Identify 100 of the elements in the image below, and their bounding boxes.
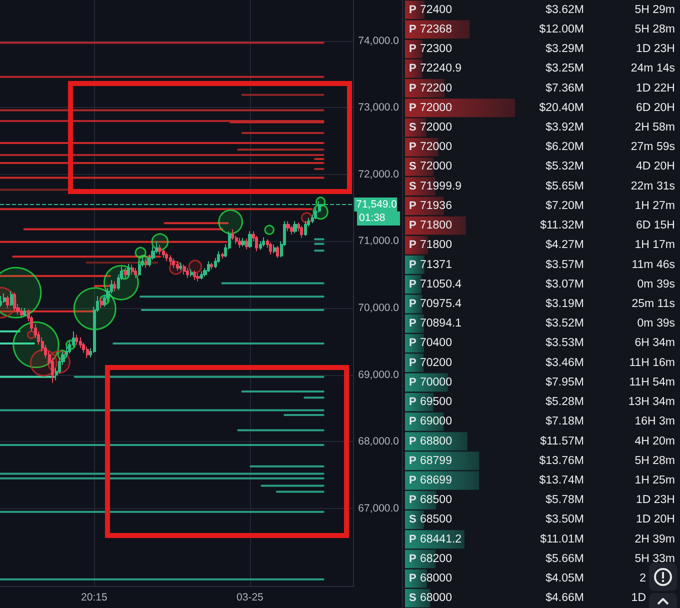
y-tick-label: S 72000 bbox=[409, 160, 452, 173]
text: 27m 59s bbox=[630, 141, 676, 154]
data-label: $11.01M bbox=[540, 533, 584, 546]
data-label: $5.66M bbox=[546, 552, 584, 565]
data-label: $3.46M bbox=[546, 356, 584, 369]
data-label: $5.65M bbox=[546, 180, 584, 192]
text: 5H 33m bbox=[634, 552, 675, 565]
y-tick-label: P 72240.9 bbox=[409, 62, 462, 75]
text: 6D 15H bbox=[636, 220, 675, 232]
y-tick-label: P 72000 bbox=[409, 141, 452, 154]
data-label: $3.25M bbox=[546, 62, 584, 75]
y-tick-label: P 68441.2 bbox=[409, 533, 462, 546]
text: 5H 28m bbox=[634, 23, 675, 36]
text: 6H 34m bbox=[634, 337, 675, 350]
y-tick-label: P 72368 bbox=[409, 23, 452, 36]
y-tick-label: P 69500 bbox=[409, 396, 452, 408]
y-tick-label: S 68000 bbox=[409, 592, 452, 604]
data-label: $20.40M bbox=[539, 102, 584, 114]
y-tick-label: P 69000 bbox=[409, 416, 452, 428]
text: 1H 25m bbox=[634, 474, 675, 487]
data-label: $3.07M bbox=[546, 278, 584, 290]
x-tick-label: 20:15 bbox=[81, 592, 108, 604]
y-tick-label: 67,000.0 bbox=[358, 502, 400, 514]
data-label: $4.27M bbox=[546, 239, 584, 252]
text: 0m 39s bbox=[637, 318, 676, 330]
text: 25m 11s bbox=[632, 298, 676, 310]
text: 5H 29m bbox=[634, 4, 675, 16]
data-label: $3.19M bbox=[546, 298, 584, 310]
y-tick-label: P 68800 bbox=[409, 435, 452, 448]
text: 22m 31s bbox=[630, 180, 676, 192]
y-tick-label: P 72000 bbox=[409, 102, 452, 114]
data-label: $11.32M bbox=[540, 220, 584, 232]
y-tick-label: P 72300 bbox=[409, 43, 452, 56]
y-tick-label: 71,000.0 bbox=[358, 235, 400, 248]
data-label: $3.92M bbox=[546, 121, 584, 134]
y-tick-label: P 70200 bbox=[409, 356, 452, 369]
data-label: $3.52M bbox=[546, 318, 584, 330]
y-tick-label: 70,000.0 bbox=[358, 302, 400, 314]
ref-line-label: 71,549.0 bbox=[356, 198, 398, 211]
text: 6D 20H bbox=[636, 102, 675, 114]
y-tick-label: 69,000.0 bbox=[358, 368, 400, 381]
y-tick-label: P 71050.4 bbox=[409, 278, 462, 290]
text: 13H 34m bbox=[628, 396, 675, 408]
text: 16H 3m bbox=[634, 416, 675, 428]
data-label: $3.62M bbox=[546, 4, 584, 16]
y-tick-label: P 71800 bbox=[409, 239, 452, 252]
y-tick-label: S 71999.9 bbox=[409, 180, 462, 192]
y-tick-label: P 68200 bbox=[409, 552, 452, 565]
text: 01:38 bbox=[359, 212, 386, 224]
data-label: $4.05M bbox=[546, 572, 584, 585]
y-tick-label: P 68500 bbox=[409, 494, 452, 506]
data-label: $13.76M bbox=[539, 454, 584, 467]
y-tick-label: P 72200 bbox=[409, 82, 452, 94]
y-tick-label: 72,000.0 bbox=[358, 168, 400, 180]
data-label: $7.20M bbox=[546, 200, 584, 212]
text: 1D 23H bbox=[636, 494, 675, 506]
text: 11m 46s bbox=[632, 258, 676, 271]
y-tick-label: P 70975.4 bbox=[409, 298, 462, 310]
text: 0m 39s bbox=[637, 278, 676, 290]
data-label: $5.32M bbox=[546, 160, 584, 173]
y-tick-label: P 68000 bbox=[409, 572, 452, 585]
data-label: $12.00M bbox=[539, 23, 584, 36]
data-label: $11.57M bbox=[540, 435, 584, 448]
data-label: $3.29M bbox=[546, 43, 584, 56]
data-label: $7.18M bbox=[546, 416, 584, 428]
y-tick-label: S 68500 bbox=[409, 514, 452, 526]
text: 1H 17m bbox=[634, 239, 675, 252]
text: 4D 20H bbox=[636, 160, 675, 173]
text: 24m 14s bbox=[630, 62, 676, 75]
text: 1H 27m bbox=[634, 200, 675, 212]
data-label: $5.28M bbox=[546, 396, 584, 408]
data-label: $5.78M bbox=[546, 494, 584, 506]
text: 1D 20H bbox=[636, 514, 675, 526]
y-tick-label: P 68699 bbox=[409, 474, 452, 487]
text: 11H 54m bbox=[629, 376, 675, 388]
text: 4H 20m bbox=[634, 435, 675, 448]
y-tick-label: P 72400 bbox=[409, 4, 452, 16]
text: 2H 39m bbox=[634, 533, 675, 546]
data-label: $3.50M bbox=[546, 514, 584, 526]
data-label: $3.53M bbox=[546, 337, 584, 350]
y-tick-label: P 68799 bbox=[409, 454, 452, 467]
text: 5H 28m bbox=[634, 454, 675, 467]
data-label: $7.36M bbox=[546, 82, 584, 94]
y-tick-label: 74,000.0 bbox=[358, 34, 400, 47]
text: 1D 22H bbox=[636, 82, 675, 94]
data-label: $6.20M bbox=[546, 141, 584, 154]
y-tick-label: P 71800 bbox=[409, 220, 452, 232]
text: 1D 23H bbox=[636, 43, 675, 56]
data-label: $13.74M bbox=[539, 474, 584, 487]
data-label: $4.66M bbox=[546, 592, 584, 604]
data-label: $3.57M bbox=[546, 258, 584, 271]
y-tick-label: S 72000 bbox=[409, 121, 452, 134]
text: 2H 58m bbox=[634, 121, 675, 134]
y-tick-label: P 71371 bbox=[409, 258, 452, 271]
text: 1D bbox=[631, 592, 646, 604]
y-tick-label: 73,000.0 bbox=[358, 102, 400, 114]
text: 2 bbox=[640, 572, 646, 585]
y-tick-label: 68,000.0 bbox=[358, 436, 400, 448]
text: 11H 16m bbox=[629, 356, 675, 369]
x-tick-label: 03-25 bbox=[236, 592, 264, 604]
